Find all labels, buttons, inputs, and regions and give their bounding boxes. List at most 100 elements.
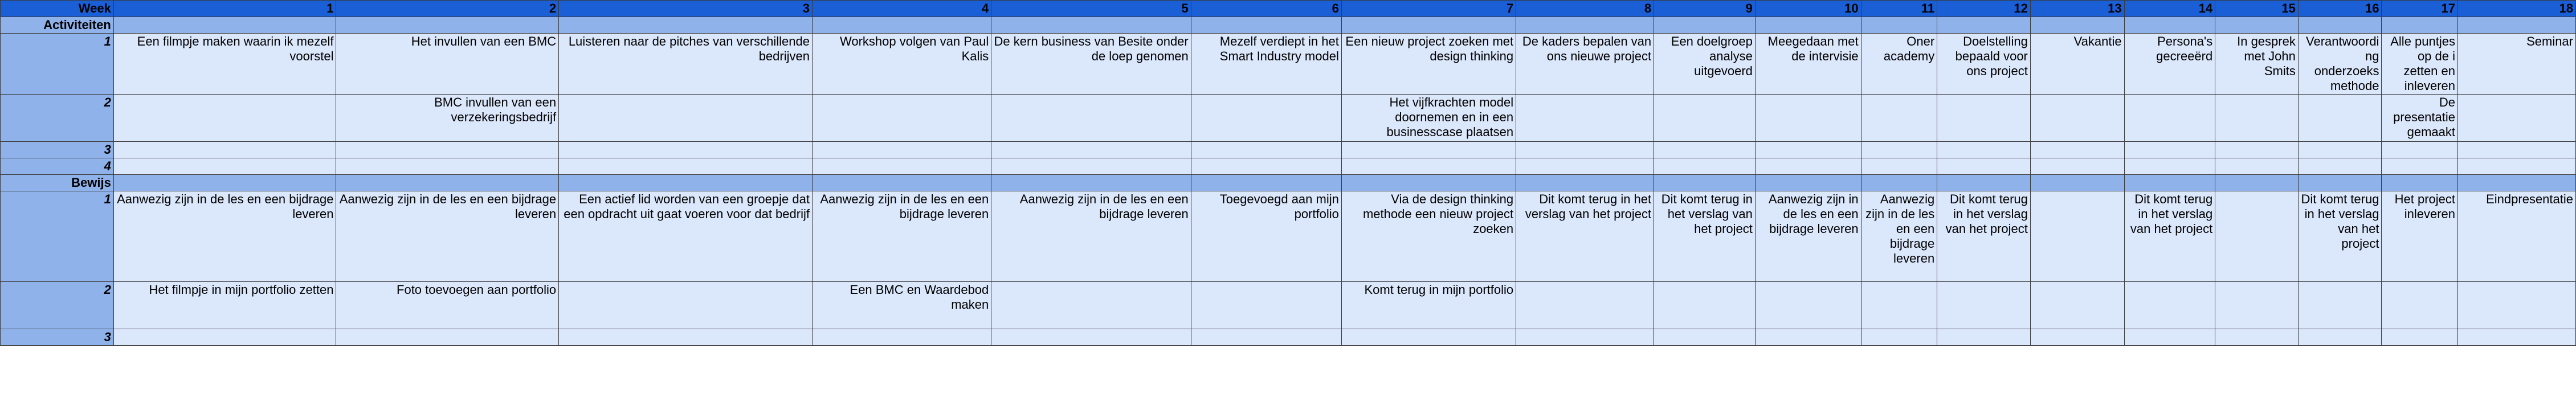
week-number-cell[interactable]: 5 — [991, 0, 1191, 17]
bewijs-cell[interactable]: Aanwezig zijn in de les en een bijdrage … — [1860, 191, 1938, 282]
bewijs-cell[interactable] — [558, 281, 813, 329]
activiteiten-cell[interactable] — [2030, 141, 2125, 158]
bewijs-cell[interactable] — [2030, 329, 2125, 346]
section-blank-cell[interactable] — [2124, 174, 2216, 191]
activiteiten-cell[interactable] — [558, 158, 813, 175]
section-blank-cell[interactable] — [811, 174, 992, 191]
section-blank-cell[interactable] — [1654, 174, 1756, 191]
activiteiten-cell[interactable] — [811, 141, 992, 158]
bewijs-cell[interactable] — [1754, 329, 1861, 346]
activiteiten-cell[interactable]: Een nieuw project zoeken met design thin… — [1341, 33, 1517, 95]
week-number-cell[interactable]: 7 — [1341, 0, 1517, 17]
bewijs-cell[interactable] — [2215, 191, 2299, 282]
week-number-cell[interactable]: 16 — [2297, 0, 2382, 17]
bewijs-cell[interactable] — [2297, 329, 2382, 346]
activiteiten-cell[interactable] — [2457, 141, 2576, 158]
activiteiten-cell[interactable] — [2381, 158, 2458, 175]
week-number-cell[interactable]: 12 — [1937, 0, 2031, 17]
activiteiten-cell[interactable] — [1341, 141, 1517, 158]
activiteiten-cell[interactable] — [1341, 158, 1517, 175]
section-blank-cell[interactable] — [2215, 174, 2299, 191]
activiteiten-cell[interactable]: In gesprek met John Smits — [2215, 33, 2299, 95]
activiteiten-cell[interactable]: Mezelf verdiept in het Smart Industry mo… — [1190, 33, 1342, 95]
section-blank-cell[interactable] — [558, 17, 813, 34]
activiteiten-cell[interactable] — [1937, 141, 2031, 158]
section-blank-cell[interactable] — [2381, 17, 2458, 34]
section-blank-cell[interactable] — [2457, 17, 2576, 34]
bewijs-cell[interactable] — [1190, 329, 1342, 346]
section-blank-cell[interactable] — [2381, 174, 2458, 191]
section-blank-cell[interactable] — [1937, 174, 2031, 191]
activiteiten-cell[interactable] — [1860, 158, 1938, 175]
activiteiten-cell[interactable] — [558, 141, 813, 158]
activiteiten-cell[interactable]: Het vijfkrachten model doornemen en in e… — [1341, 94, 1517, 142]
row-number-cell[interactable]: 3 — [0, 329, 114, 346]
bewijs-cell[interactable] — [991, 281, 1191, 329]
bewijs-cell[interactable]: Aanwezig zijn in de les en een bijdrage … — [1754, 191, 1861, 282]
week-number-cell[interactable]: 10 — [1754, 0, 1861, 17]
activiteiten-cell[interactable] — [2215, 158, 2299, 175]
section-blank-cell[interactable] — [1341, 17, 1517, 34]
activiteiten-cell[interactable] — [113, 158, 337, 175]
activiteiten-cell[interactable]: Vakantie — [2030, 33, 2125, 95]
bewijs-cell[interactable] — [2381, 281, 2458, 329]
bewijs-cell[interactable]: Een actief lid worden van een groepje da… — [558, 191, 813, 282]
bewijs-cell[interactable]: Dit komt terug in het verslag van het pr… — [1654, 191, 1756, 282]
section-blank-cell[interactable] — [2297, 174, 2382, 191]
week-number-cell[interactable]: 13 — [2030, 0, 2125, 17]
activiteiten-cell[interactable] — [991, 141, 1191, 158]
row-number-cell[interactable]: 1 — [0, 191, 114, 282]
activiteiten-cell[interactable] — [113, 141, 337, 158]
section-blank-cell[interactable] — [1860, 174, 1938, 191]
activiteiten-cell[interactable] — [1516, 94, 1655, 142]
activiteiten-cell[interactable] — [811, 158, 992, 175]
activiteiten-cell[interactable] — [2297, 141, 2382, 158]
bewijs-cell[interactable] — [558, 329, 813, 346]
bewijs-cell[interactable] — [1654, 281, 1756, 329]
bewijs-cell[interactable]: Het filmpje in mijn portfolio zetten — [113, 281, 337, 329]
section-blank-cell[interactable] — [2030, 17, 2125, 34]
activiteiten-cell[interactable] — [1937, 158, 2031, 175]
bewijs-cell[interactable] — [336, 329, 560, 346]
week-number-cell[interactable]: 4 — [811, 0, 992, 17]
week-number-cell[interactable]: 14 — [2124, 0, 2216, 17]
activiteiten-cell[interactable] — [1860, 141, 1938, 158]
activiteiten-cell[interactable] — [2030, 94, 2125, 142]
section-blank-cell[interactable] — [991, 174, 1191, 191]
bewijs-cell[interactable]: Aanwezig zijn in de les en een bijdrage … — [991, 191, 1191, 282]
bewijs-cell[interactable]: Dit komt terug in het verslag van het pr… — [2297, 191, 2382, 282]
bewijs-cell[interactable] — [991, 329, 1191, 346]
activiteiten-cell[interactable] — [1654, 141, 1756, 158]
bewijs-cell[interactable] — [2381, 329, 2458, 346]
row-number-cell[interactable]: 2 — [0, 281, 114, 329]
activiteiten-cell[interactable] — [2124, 94, 2216, 142]
activiteiten-cell[interactable] — [2124, 141, 2216, 158]
activiteiten-cell[interactable] — [2297, 158, 2382, 175]
activiteiten-cell[interactable]: Oner academy — [1860, 33, 1938, 95]
section-blank-cell[interactable] — [2297, 17, 2382, 34]
activiteiten-cell[interactable] — [1516, 158, 1655, 175]
section-blank-cell[interactable] — [1516, 17, 1655, 34]
bewijs-cell[interactable]: Een BMC en Waardebod maken — [811, 281, 992, 329]
week-number-cell[interactable]: 17 — [2381, 0, 2458, 17]
activiteiten-cell[interactable]: Alle puntjes op de i zetten en inleveren — [2381, 33, 2458, 95]
bewijs-cell[interactable]: Dit komt terug in het verslag van het pr… — [2124, 191, 2216, 282]
row-number-cell[interactable]: 1 — [0, 33, 114, 95]
section-blank-cell[interactable] — [1516, 174, 1655, 191]
activiteiten-cell[interactable] — [558, 94, 813, 142]
activiteiten-cell[interactable] — [2215, 94, 2299, 142]
section-blank-cell[interactable] — [2215, 17, 2299, 34]
section-blank-cell[interactable] — [2124, 17, 2216, 34]
week-number-cell[interactable]: 18 — [2457, 0, 2576, 17]
week-number-cell[interactable]: 2 — [336, 0, 560, 17]
activiteiten-cell[interactable] — [113, 94, 337, 142]
bewijs-cell[interactable] — [2124, 281, 2216, 329]
activiteiten-cell[interactable] — [1190, 158, 1342, 175]
section-label-activiteiten[interactable]: Activiteiten — [0, 17, 114, 34]
section-blank-cell[interactable] — [336, 17, 560, 34]
activiteiten-cell[interactable] — [2457, 158, 2576, 175]
bewijs-cell[interactable] — [1937, 329, 2031, 346]
activiteiten-cell[interactable] — [2124, 158, 2216, 175]
row-number-cell[interactable]: 2 — [0, 94, 114, 142]
week-number-cell[interactable]: 15 — [2215, 0, 2299, 17]
